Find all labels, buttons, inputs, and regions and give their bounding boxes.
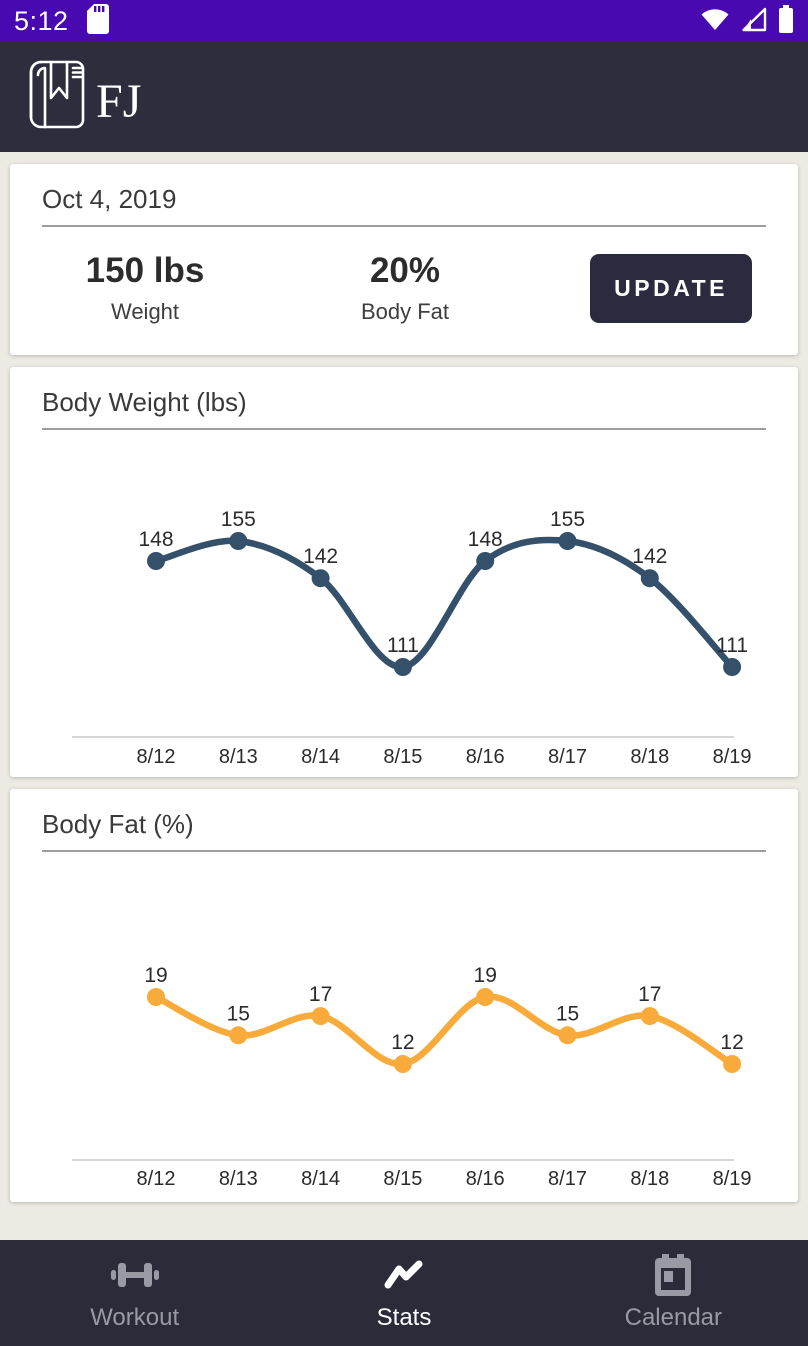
svg-text:148: 148 [138, 528, 173, 551]
main-content: Oct 4, 2019 150 lbs Weight 20% Body Fat … [0, 152, 808, 1240]
body-weight-chart-title: Body Weight (lbs) [42, 387, 247, 417]
app-header: FJ [0, 42, 808, 152]
wifi-icon [700, 6, 730, 37]
calendar-icon [653, 1254, 693, 1296]
svg-text:8/15: 8/15 [383, 746, 422, 768]
cellular-signal-icon [740, 6, 768, 37]
update-button[interactable]: UPDATE [590, 253, 752, 323]
weight-metric: 150 lbs Weight [10, 251, 280, 325]
svg-text:8/13: 8/13 [219, 1168, 258, 1190]
svg-text:142: 142 [303, 545, 338, 568]
body-fat-value: 20% [369, 251, 441, 290]
svg-text:8/18: 8/18 [630, 1168, 669, 1190]
nav-tab-workout[interactable]: Workout [0, 1240, 269, 1346]
svg-text:15: 15 [227, 1002, 250, 1025]
svg-text:142: 142 [632, 545, 667, 568]
svg-text:12: 12 [391, 1031, 414, 1054]
summary-card: Oct 4, 2019 150 lbs Weight 20% Body Fat … [10, 164, 798, 355]
nav-label-stats: Stats [376, 1304, 432, 1331]
body-fat-label: Body Fat [360, 299, 450, 324]
svg-text:111: 111 [716, 634, 748, 657]
svg-text:8/15: 8/15 [383, 1168, 422, 1190]
svg-text:8/19: 8/19 [713, 1168, 752, 1190]
battery-icon [778, 4, 794, 38]
svg-text:8/13: 8/13 [219, 746, 258, 768]
svg-text:8/14: 8/14 [301, 746, 340, 768]
svg-text:8/17: 8/17 [548, 1168, 587, 1190]
dumbbell-icon [110, 1256, 160, 1294]
summary-date: Oct 4, 2019 [42, 184, 177, 214]
svg-text:8/14: 8/14 [301, 1168, 340, 1190]
body-fat-divider [42, 850, 766, 852]
svg-text:8/16: 8/16 [466, 1168, 505, 1190]
svg-text:155: 155 [221, 508, 256, 531]
nav-label-calendar: Calendar [624, 1304, 723, 1331]
status-bar-left: 5:12 [14, 3, 109, 39]
svg-text:19: 19 [474, 964, 497, 987]
weight-label: Weight [110, 299, 180, 324]
body-weight-card: Body Weight (lbs) 148 8/12 155 8/13 142 8/14 1… [10, 367, 798, 777]
weight-value: 150 lbs [85, 251, 205, 290]
body-fat-line-chart: 19 8/12 15 8/13 17 8/14 12 8/15 19 8/16 15 8/17 17 8/… [72, 964, 752, 1190]
sd-card-icon [86, 3, 109, 39]
summary-divider [42, 225, 766, 227]
svg-text:17: 17 [638, 983, 661, 1006]
svg-text:8/12: 8/12 [137, 1168, 176, 1190]
journal-book-icon [28, 60, 86, 135]
body-fat-chart-title: Body Fat (%) [42, 809, 194, 839]
status-bar: 5:12 [0, 0, 808, 42]
stats-chart-icon [382, 1256, 426, 1294]
svg-text:155: 155 [550, 508, 585, 531]
bottom-nav: Workout Stats Calendar [0, 1240, 808, 1346]
nav-label-workout: Workout [90, 1304, 180, 1331]
svg-text:8/19: 8/19 [713, 746, 752, 768]
nav-tab-stats[interactable]: Stats [269, 1240, 538, 1346]
svg-text:19: 19 [144, 964, 167, 987]
svg-text:8/16: 8/16 [466, 746, 505, 768]
svg-text:8/17: 8/17 [548, 746, 587, 768]
svg-text:111: 111 [387, 634, 419, 657]
svg-text:8/18: 8/18 [630, 746, 669, 768]
body-fat-metric: 20% Body Fat [280, 251, 530, 325]
body-weight-divider [42, 428, 766, 430]
svg-text:17: 17 [309, 983, 332, 1006]
nav-tab-calendar[interactable]: Calendar [539, 1240, 808, 1346]
summary-row: 150 lbs Weight 20% Body Fat UPDATE [10, 227, 798, 355]
svg-text:148: 148 [468, 528, 503, 551]
status-bar-right [700, 4, 794, 38]
status-time: 5:12 [14, 5, 69, 36]
app-logo-text: FJ [96, 74, 142, 128]
body-weight-line-chart: 148 8/12 155 8/13 142 8/14 111 8/15 148 8/16 155 8/… [72, 508, 752, 768]
svg-text:15: 15 [556, 1002, 579, 1025]
body-fat-card: Body Fat (%) 19 8/12 15 8/13 17 8/14 12 8/15 19 8… [10, 789, 798, 1202]
svg-text:8/12: 8/12 [137, 746, 176, 768]
svg-text:12: 12 [720, 1031, 743, 1054]
